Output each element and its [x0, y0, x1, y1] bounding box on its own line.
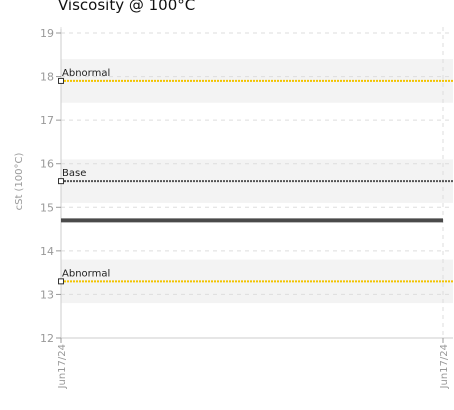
- reference-label-2: Abnormal: [62, 268, 110, 279]
- y-tick-label-5: 17: [40, 114, 54, 127]
- y-tick-label-3: 15: [40, 201, 54, 214]
- reference-label-0: Abnormal: [62, 68, 110, 79]
- y-tick-label-7: 19: [40, 27, 54, 40]
- reference-marker-2: [59, 279, 64, 284]
- reference-marker-1: [59, 179, 64, 184]
- reference-label-1: Base: [62, 168, 86, 179]
- x-tick-label-1: Jun17/24: [439, 344, 450, 389]
- reference-marker-0: [59, 78, 64, 83]
- y-tick-label-2: 14: [40, 245, 54, 258]
- y-tick-label-4: 16: [40, 158, 54, 171]
- y-tick-label-0: 12: [40, 332, 54, 345]
- y-tick-label-6: 18: [40, 71, 54, 84]
- x-tick-label-0: Jun17/24: [57, 344, 68, 389]
- y-tick-label-1: 13: [40, 288, 54, 301]
- y-axis-title: cSt (100°C): [14, 152, 25, 210]
